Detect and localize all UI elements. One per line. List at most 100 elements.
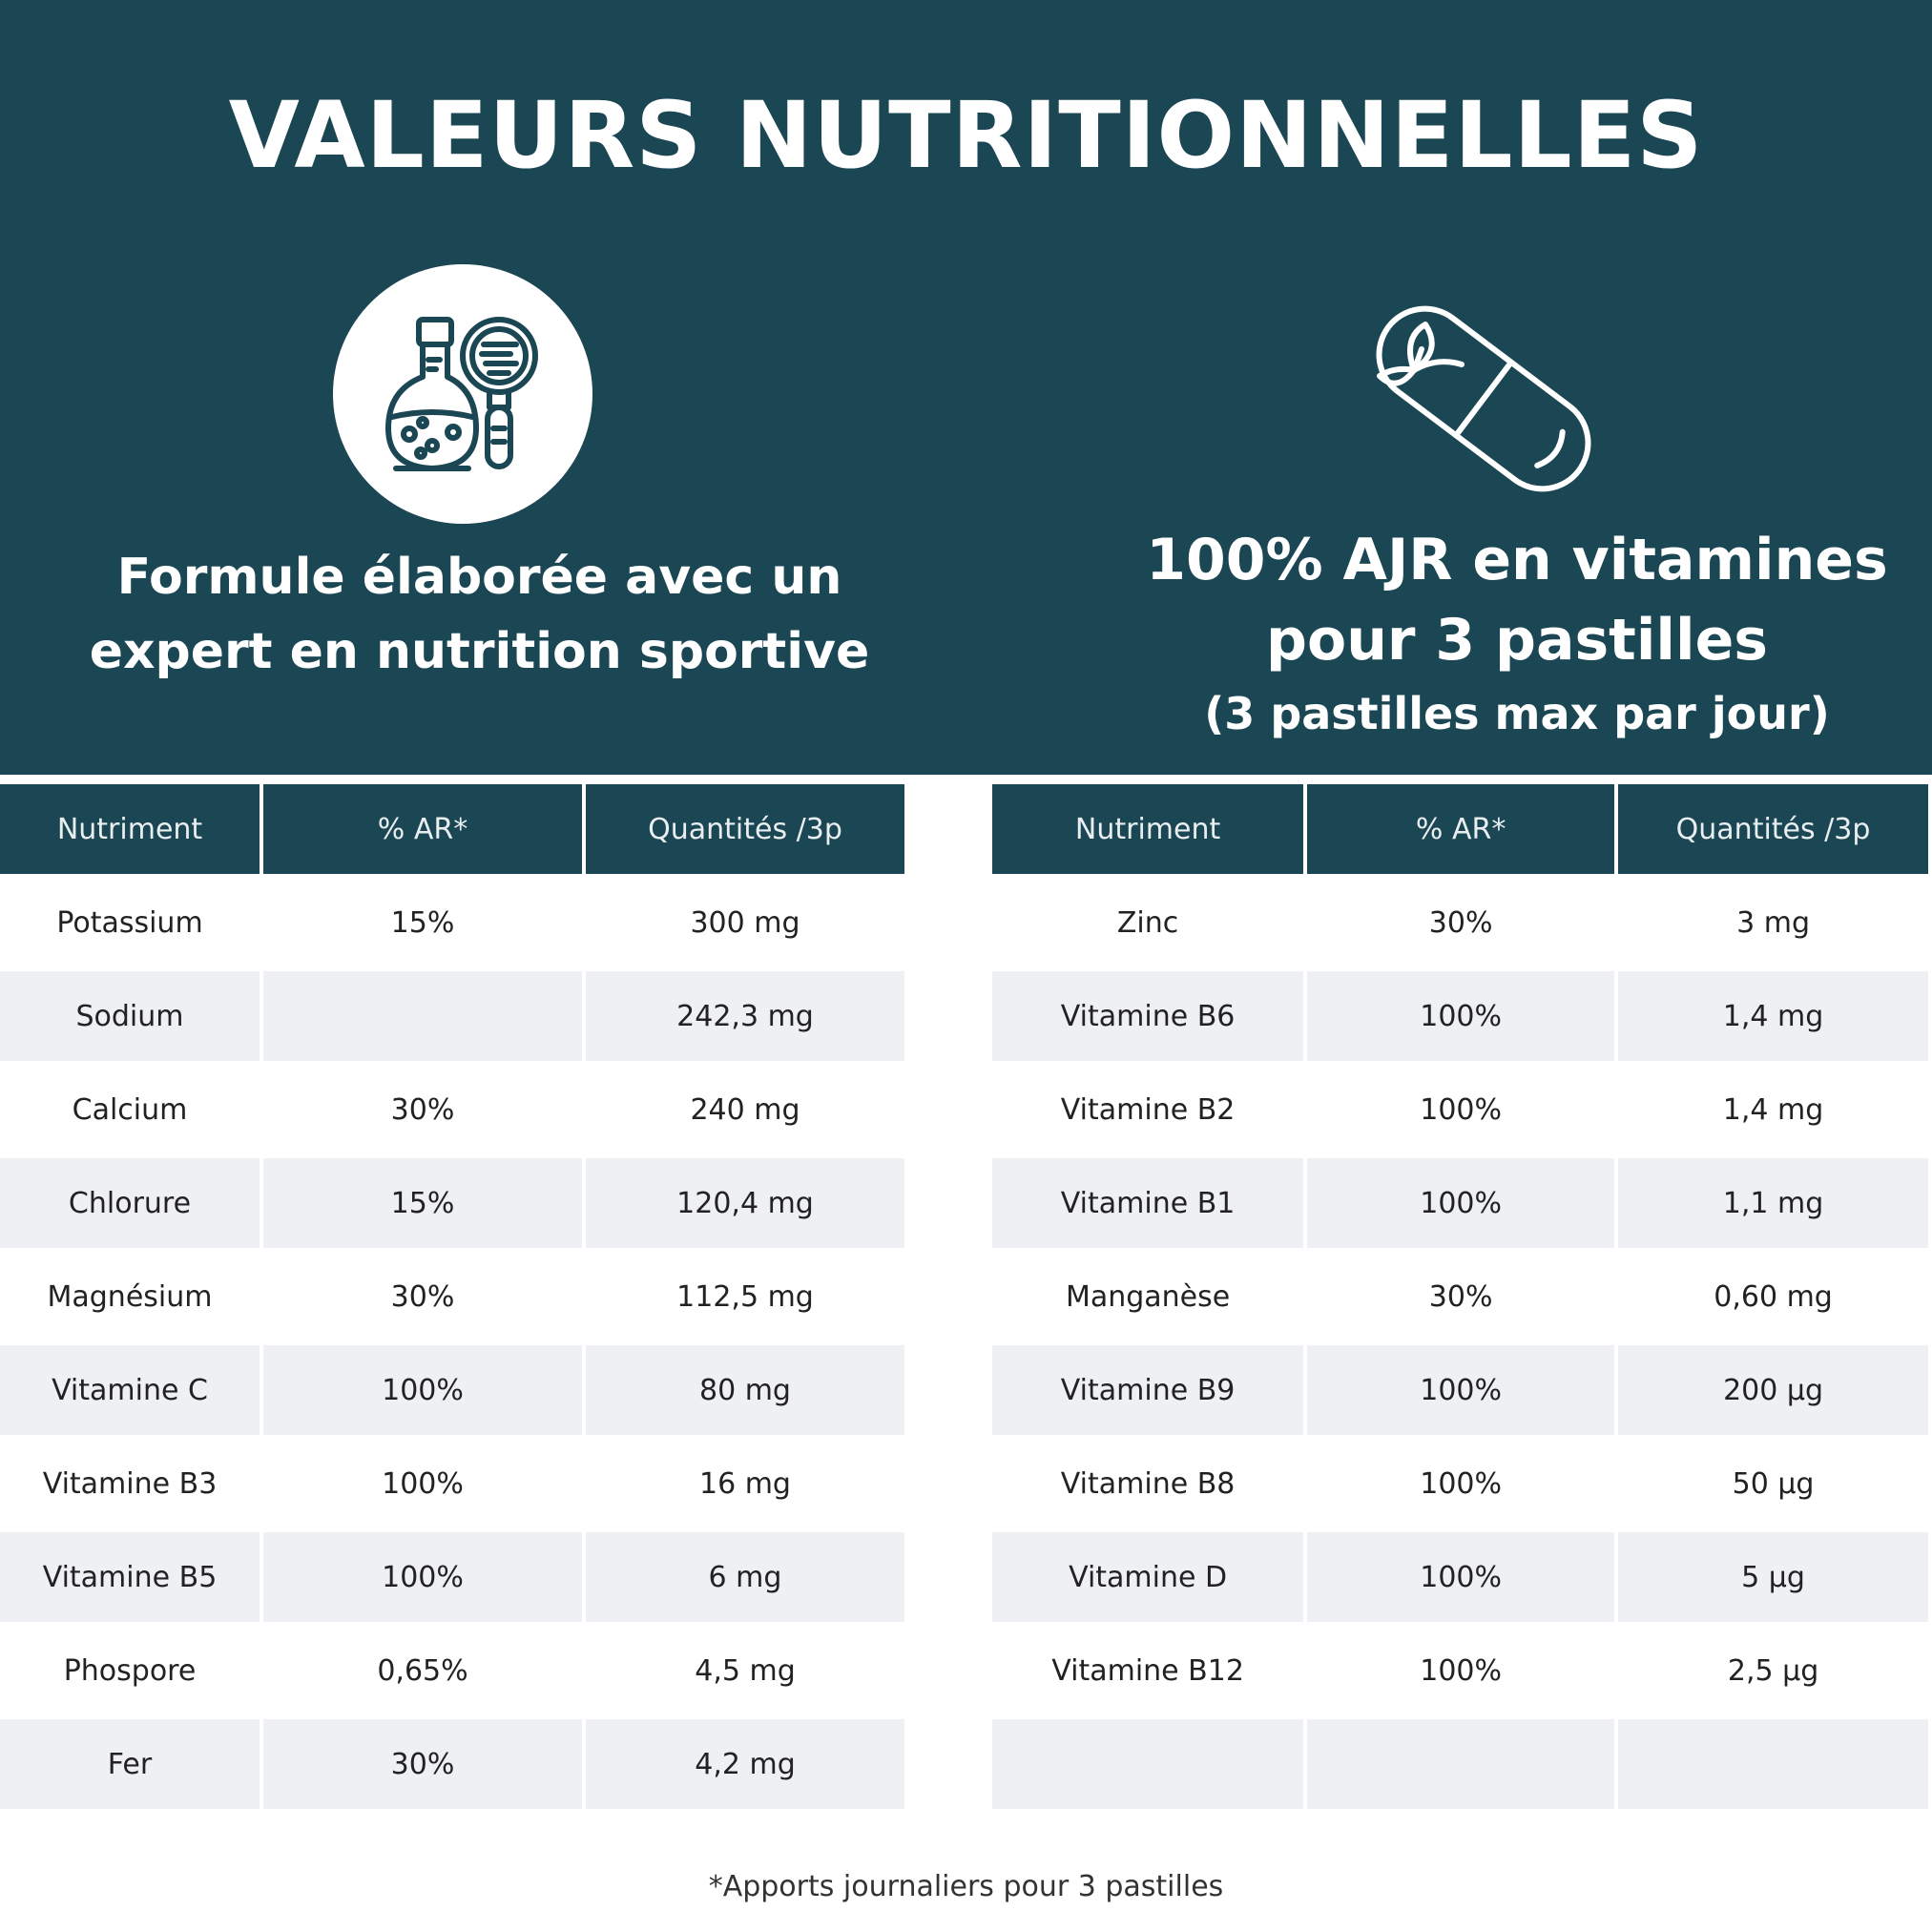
capsule-leaf-icon [1376, 305, 1591, 492]
quantity-cell: 112,5 mg [586, 1252, 904, 1341]
table-row: Sodium 242,3 mg [0, 971, 904, 1061]
table-row: Vitamine B2 100% 1,4 mg [992, 1065, 1928, 1154]
ar-cell: 30% [263, 1252, 582, 1341]
ar-cell: 30% [263, 1719, 582, 1809]
table-row: Fer 30% 4,2 mg [0, 1719, 904, 1809]
quantity-cell: 16 mg [586, 1439, 904, 1528]
nutrient-cell: Vitamine B12 [992, 1626, 1304, 1715]
table-row: Vitamine B6 100% 1,4 mg [992, 971, 1928, 1061]
column-header-nutrient: Nutriment [992, 784, 1304, 874]
table-row: Magnésium 30% 112,5 mg [0, 1252, 904, 1341]
ar-cell: 15% [263, 1158, 582, 1248]
ar-cell: 30% [1307, 878, 1615, 967]
quantity-cell: 120,4 mg [586, 1158, 904, 1248]
quantity-cell: 5 µg [1618, 1532, 1928, 1622]
nutrition-table-right: Nutriment % AR* Quantités /3p Zinc 30% 3 m… [988, 780, 1932, 1813]
table-row: Vitamine B9 100% 200 µg [992, 1345, 1928, 1435]
quantity-cell: 1,4 mg [1618, 1065, 1928, 1154]
quantity-cell: 4,5 mg [586, 1626, 904, 1715]
ar-cell: 30% [1307, 1252, 1615, 1341]
nutrient-cell [992, 1719, 1304, 1809]
table-row: Vitamine B1 100% 1,1 mg [992, 1158, 1928, 1248]
table-row: Vitamine B8 100% 50 µg [992, 1439, 1928, 1528]
nutrient-cell: Vitamine C [0, 1345, 260, 1435]
quantity-cell: 1,4 mg [1618, 971, 1928, 1061]
table-row: Vitamine C 100% 80 mg [0, 1345, 904, 1435]
nutrient-cell: Magnésium [0, 1252, 260, 1341]
nutrient-cell: Fer [0, 1719, 260, 1809]
table-row [992, 1719, 1928, 1809]
page-title: VALEURS NUTRITIONNELLES [228, 82, 1704, 189]
ar-cell: 100% [1307, 1158, 1615, 1248]
table-row: Calcium 30% 240 mg [0, 1065, 904, 1154]
nutrient-cell: Vitamine B9 [992, 1345, 1304, 1435]
nutrient-cell: Vitamine D [992, 1532, 1304, 1622]
feature-ajr-line1: 100% AJR en vitamines [1146, 527, 1888, 593]
flask-magnifier-icon [333, 264, 592, 524]
table-row: Vitamine D 100% 5 µg [992, 1532, 1928, 1622]
column-header-quantity: Quantités /3p [1618, 784, 1928, 874]
ar-cell [263, 971, 582, 1061]
ar-cell: 100% [263, 1532, 582, 1622]
nutrient-cell: Manganèse [992, 1252, 1304, 1341]
quantity-cell: 4,2 mg [586, 1719, 904, 1809]
table-header-row: Nutriment % AR* Quantités /3p [0, 784, 904, 874]
feature-ajr-subtitle: (3 pastilles max par jour) [1204, 688, 1830, 739]
header-banner [0, 0, 1932, 775]
nutrient-cell: Vitamine B8 [992, 1439, 1304, 1528]
ar-cell: 100% [263, 1345, 582, 1435]
feature-ajr-line2: pour 3 pastilles [1266, 607, 1768, 674]
quantity-cell: 200 µg [1618, 1345, 1928, 1435]
nutrient-cell: Vitamine B6 [992, 971, 1304, 1061]
quantity-cell: 50 µg [1618, 1439, 1928, 1528]
nutrition-table-left: Nutriment % AR* Quantités /3p Potassium 1… [0, 780, 908, 1813]
quantity-cell [1618, 1719, 1928, 1809]
table-row: Vitamine B12 100% 2,5 µg [992, 1626, 1928, 1715]
table-row: Vitamine B5 100% 6 mg [0, 1532, 904, 1622]
column-header-ar: % AR* [1307, 784, 1615, 874]
quantity-cell: 242,3 mg [586, 971, 904, 1061]
banner-divider [0, 775, 1932, 780]
column-header-quantity: Quantités /3p [586, 784, 904, 874]
table-row: Potassium 15% 300 mg [0, 878, 904, 967]
ar-cell: 15% [263, 878, 582, 967]
table-row: Zinc 30% 3 mg [992, 878, 1928, 967]
feature-expert-text: Formule élaborée avec un expert en nutri… [57, 540, 902, 689]
ar-cell [1307, 1719, 1615, 1809]
column-header-ar: % AR* [263, 784, 582, 874]
column-header-nutrient: Nutriment [0, 784, 260, 874]
ar-cell: 100% [1307, 1626, 1615, 1715]
nutrient-cell: Chlorure [0, 1158, 260, 1248]
table-row: Chlorure 15% 120,4 mg [0, 1158, 904, 1248]
table-row: Vitamine B3 100% 16 mg [0, 1439, 904, 1528]
quantity-cell: 6 mg [586, 1532, 904, 1622]
ar-cell: 100% [263, 1439, 582, 1528]
quantity-cell: 240 mg [586, 1065, 904, 1154]
quantity-cell: 0,60 mg [1618, 1252, 1928, 1341]
nutrient-cell: Zinc [992, 878, 1304, 967]
quantity-cell: 80 mg [586, 1345, 904, 1435]
ar-cell: 100% [1307, 971, 1615, 1061]
ar-cell: 0,65% [263, 1626, 582, 1715]
quantity-cell: 1,1 mg [1618, 1158, 1928, 1248]
nutrient-cell: Phospore [0, 1626, 260, 1715]
ar-cell: 100% [1307, 1439, 1615, 1528]
table-header-row: Nutriment % AR* Quantités /3p [992, 784, 1928, 874]
feature-ajr-text: 100% AJR en vitamines pour 3 pastilles [1126, 520, 1908, 680]
ar-cell: 30% [263, 1065, 582, 1154]
table-row: Phospore 0,65% 4,5 mg [0, 1626, 904, 1715]
nutrient-cell: Vitamine B5 [0, 1532, 260, 1622]
nutrient-cell: Sodium [0, 971, 260, 1061]
feature-expert-line2: expert en nutrition sportive [89, 623, 870, 680]
footnote: *Apports journaliers pour 3 pastilles [708, 1870, 1224, 1903]
quantity-cell: 3 mg [1618, 878, 1928, 967]
ar-cell: 100% [1307, 1065, 1615, 1154]
ar-cell: 100% [1307, 1532, 1615, 1622]
nutrient-cell: Vitamine B2 [992, 1065, 1304, 1154]
nutrient-cell: Vitamine B3 [0, 1439, 260, 1528]
quantity-cell: 2,5 µg [1618, 1626, 1928, 1715]
ar-cell: 100% [1307, 1345, 1615, 1435]
table-row: Manganèse 30% 0,60 mg [992, 1252, 1928, 1341]
quantity-cell: 300 mg [586, 878, 904, 967]
nutrient-cell: Potassium [0, 878, 260, 967]
